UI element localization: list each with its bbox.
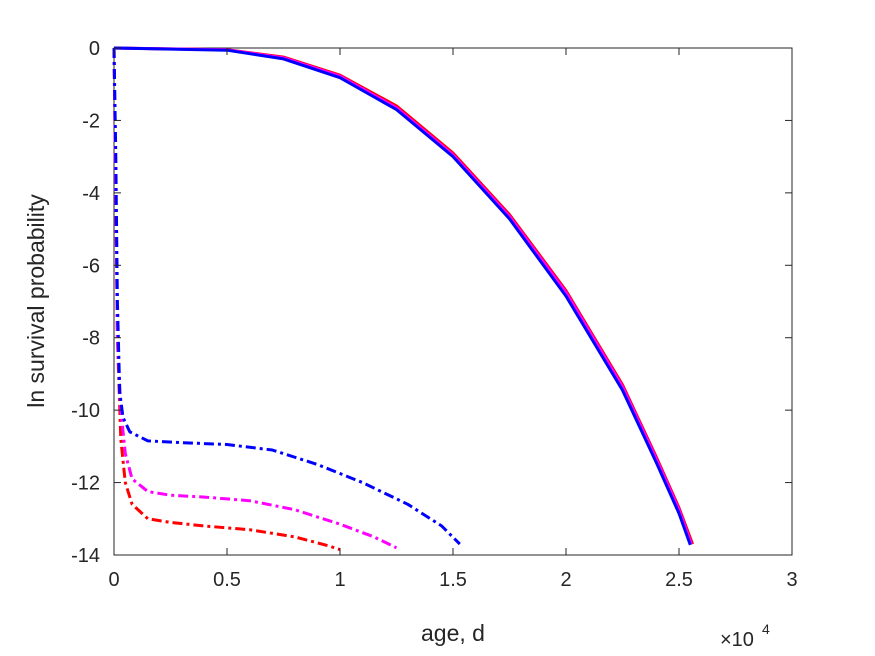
x-multiplier-label: ×10 4 <box>720 621 770 651</box>
axes-box <box>113 47 793 556</box>
x-tick-label: 0 <box>108 569 119 591</box>
x-tick-label: 3 <box>786 569 797 591</box>
x-multiplier-base: ×10 <box>720 629 754 651</box>
tick-layer: 0 0.5 1 1.5 2 2.5 3 0 -2 -4 -6 -8 -10 -12 -14 <box>71 38 797 591</box>
y-tick-label: -10 <box>71 400 100 422</box>
x-axis-label: age, d <box>421 620 485 646</box>
x-multiplier-exponent: 4 <box>762 621 770 637</box>
y-tick-label: -12 <box>71 473 100 495</box>
x-tick-label: 1 <box>334 569 345 591</box>
x-tick-label: 2.5 <box>665 569 693 591</box>
y-tick-label: -14 <box>71 545 100 567</box>
series-line-6 <box>113 46 692 546</box>
y-tick-label: -8 <box>82 328 100 350</box>
series-line-3 <box>112 47 461 546</box>
y-tick-label: 0 <box>89 38 100 60</box>
y-tick-label: -4 <box>82 183 100 205</box>
y-tick-label: -6 <box>82 255 100 277</box>
y-tick-label: -2 <box>82 110 100 132</box>
y-axis-label: ln survival probability <box>23 194 49 408</box>
plot-area: 0 0.5 1 1.5 2 2.5 3 0 -2 -4 -6 -8 -10 -12 -14 <box>71 38 797 591</box>
x-tick-label: 2 <box>560 569 571 591</box>
x-tick-label: 1.5 <box>439 569 467 591</box>
x-tick-label: 0.5 <box>213 569 241 591</box>
